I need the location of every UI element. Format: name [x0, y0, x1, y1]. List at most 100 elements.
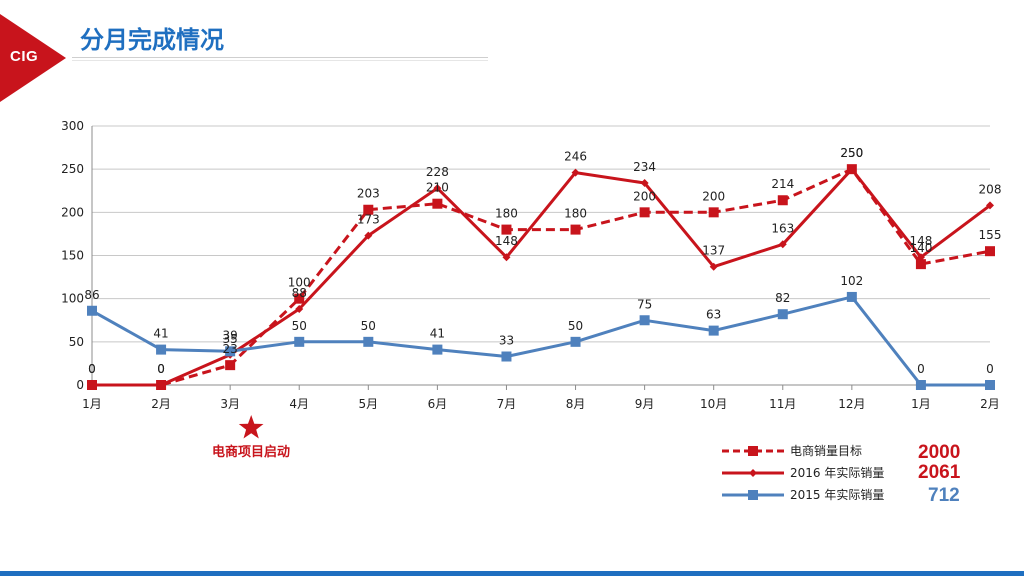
x-tick-label: 6月 — [428, 397, 448, 411]
data-point — [915, 259, 926, 270]
data-label: 88 — [292, 286, 307, 300]
data-point — [294, 336, 305, 347]
data-label: 148 — [495, 234, 518, 248]
data-point — [363, 336, 374, 347]
series-line — [92, 167, 991, 387]
y-tick-label: 300 — [61, 119, 84, 133]
data-label: 50 — [568, 319, 583, 333]
data-label: 63 — [706, 308, 721, 322]
data-point — [915, 380, 926, 390]
data-label: 86 — [84, 288, 99, 302]
data-label: 137 — [702, 244, 725, 258]
data-label: 180 — [564, 207, 587, 221]
legend-entry: 2016 年实际销量 — [790, 465, 884, 480]
data-point — [570, 336, 581, 347]
data-label: 250 — [840, 146, 863, 160]
x-tick-label: 11月 — [769, 397, 796, 411]
y-tick-label: 200 — [61, 205, 84, 219]
data-label: 41 — [153, 327, 168, 341]
data-label: 0 — [157, 362, 165, 376]
data-label: 163 — [771, 221, 794, 235]
star-icon — [238, 415, 264, 439]
data-label: 0 — [157, 362, 165, 376]
data-point — [156, 344, 167, 355]
data-label: 250 — [840, 146, 863, 160]
data-label: 0 — [88, 362, 96, 376]
x-tick-label: 7月 — [497, 397, 517, 411]
launch-annotation: 电商项目启动 — [212, 444, 290, 460]
data-label: 228 — [426, 165, 449, 179]
data-point — [708, 207, 719, 218]
x-tick-label: 1月 — [911, 397, 931, 411]
data-point — [570, 224, 581, 235]
data-label: 75 — [637, 297, 652, 311]
data-point — [294, 293, 305, 304]
data-point — [571, 168, 580, 177]
data-label: 200 — [633, 189, 656, 203]
data-label: 82 — [775, 291, 790, 305]
title-divider-shadow — [72, 60, 488, 61]
legend-entry: 2015 年实际销量 — [790, 487, 884, 502]
data-point — [986, 201, 994, 210]
data-label: 203 — [357, 187, 380, 201]
data-label: 102 — [840, 274, 863, 288]
data-point — [639, 315, 650, 326]
data-label: 155 — [979, 228, 1002, 242]
data-point — [432, 198, 443, 209]
logo-triangle — [0, 14, 66, 102]
data-label: 210 — [426, 181, 449, 195]
total-2016: 2061 — [918, 462, 961, 483]
data-label: 173 — [357, 213, 380, 227]
data-label: 200 — [702, 189, 725, 203]
x-tick-label: 8月 — [566, 397, 586, 411]
data-label: 214 — [771, 177, 794, 191]
series-line — [92, 167, 991, 387]
data-point — [708, 325, 719, 336]
x-tick-label: 4月 — [289, 397, 309, 411]
data-point — [225, 346, 236, 357]
data-point — [225, 360, 236, 371]
data-label: 208 — [979, 182, 1002, 196]
data-point — [363, 204, 374, 215]
x-tick-label: 2月 — [980, 397, 1000, 411]
data-label: 39 — [223, 328, 238, 342]
page-title: 分月完成情况 — [80, 26, 224, 54]
data-label: 140 — [909, 241, 932, 255]
data-label: 0 — [986, 362, 994, 376]
x-tick-label: 3月 — [220, 397, 240, 411]
data-point — [985, 246, 995, 257]
data-point — [295, 305, 304, 314]
series-line — [91, 295, 990, 387]
data-label: 100 — [288, 276, 311, 290]
x-tick-label: 1月 — [82, 397, 102, 411]
x-tick-label: 12月 — [838, 397, 865, 411]
data-point — [778, 240, 787, 249]
data-point — [847, 165, 856, 174]
data-point — [640, 178, 649, 187]
data-point — [985, 380, 995, 390]
data-label: 0 — [917, 362, 925, 376]
data-point — [501, 351, 512, 362]
total-2015: 712 — [928, 485, 960, 506]
data-point — [501, 224, 512, 235]
data-point — [87, 305, 97, 316]
legend-marker — [748, 446, 758, 456]
x-tick-label: 10月 — [700, 397, 727, 411]
data-point — [639, 207, 650, 218]
y-tick-label: 50 — [69, 335, 84, 349]
data-point — [157, 381, 166, 389]
data-label: 148 — [909, 234, 932, 248]
data-point — [916, 253, 925, 262]
data-point — [88, 381, 96, 389]
data-label: 234 — [633, 160, 656, 174]
data-point — [846, 291, 857, 302]
y-tick-label: 100 — [61, 292, 84, 306]
x-tick-label: 5月 — [358, 397, 378, 411]
y-tick-label: 0 — [76, 378, 84, 392]
data-point — [364, 231, 373, 240]
data-point — [777, 195, 788, 206]
data-point — [432, 344, 443, 355]
data-label: 35 — [223, 332, 238, 346]
data-point — [502, 253, 511, 262]
logo-text: CIG — [10, 48, 39, 65]
